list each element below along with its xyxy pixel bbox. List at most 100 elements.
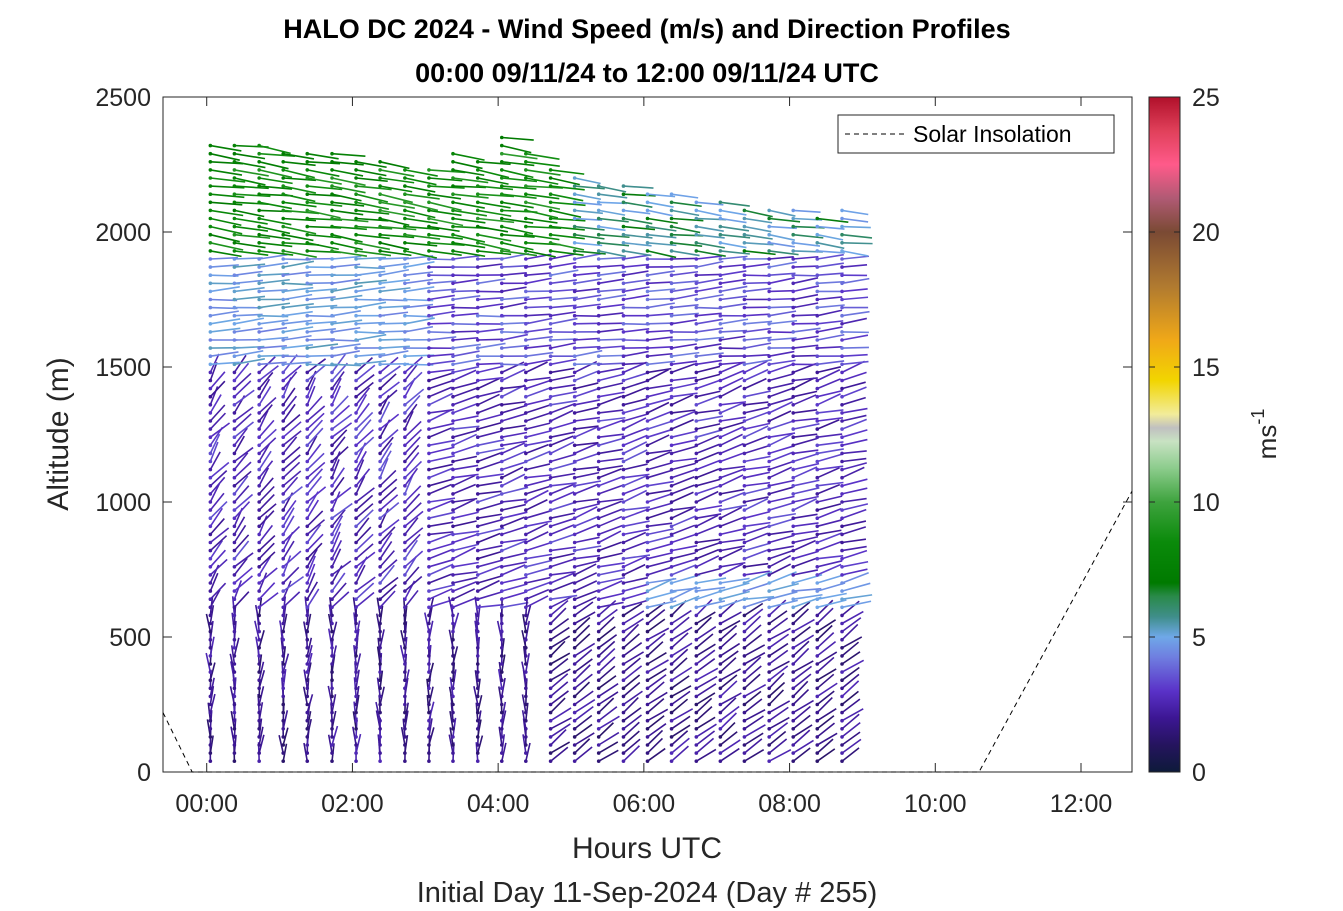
- wind-barb-point: [208, 427, 213, 431]
- wind-barb: [671, 351, 700, 357]
- wind-barb-point: [840, 370, 844, 375]
- wind-barb-point: [427, 759, 431, 763]
- wind-barb: [671, 587, 701, 592]
- wind-barb-point: [451, 467, 455, 472]
- wind-barb: [793, 327, 821, 333]
- wind-barb: [744, 390, 771, 398]
- wind-barb-point: [572, 435, 577, 440]
- wind-barb-point: [354, 702, 358, 707]
- wind-barb: [816, 656, 835, 673]
- wind-barb: [647, 559, 673, 568]
- wind-barb-point: [621, 200, 626, 205]
- wind-barb: [258, 661, 265, 681]
- wind-barb-point: [232, 208, 237, 213]
- wind-barb-point: [669, 743, 674, 747]
- wind-barb: [477, 328, 504, 333]
- wind-barb-point: [767, 516, 771, 520]
- wind-barb-point: [815, 232, 820, 237]
- wind-barb: [229, 653, 236, 673]
- wind-barb: [792, 747, 811, 762]
- wind-barb: [258, 734, 265, 754]
- wind-barb: [550, 572, 575, 584]
- wind-barb-point: [718, 727, 723, 731]
- wind-barb-point: [257, 249, 261, 253]
- wind-barb: [841, 708, 864, 722]
- wind-barb: [598, 185, 627, 193]
- wind-barb: [574, 601, 594, 617]
- wind-barb: [744, 445, 769, 455]
- wind-barb: [259, 262, 289, 268]
- wind-barb-point: [645, 621, 650, 626]
- wind-barb-point: [742, 727, 747, 731]
- wind-barb-point: [330, 735, 334, 739]
- wind-barb-point: [694, 378, 699, 383]
- wind-barb: [647, 542, 673, 552]
- wind-barb-point: [354, 257, 358, 261]
- wind-barb: [671, 685, 692, 698]
- wind-barb: [258, 450, 272, 471]
- wind-barb: [307, 320, 337, 325]
- wind-barb-point: [403, 484, 407, 488]
- wind-barb: [696, 538, 721, 544]
- wind-barb: [817, 253, 844, 260]
- wind-barb-point: [427, 232, 431, 237]
- wind-barb-point: [403, 265, 407, 269]
- wind-barb-point: [451, 200, 455, 205]
- wind-barb-point: [815, 362, 820, 367]
- wind-barb-point: [208, 678, 213, 682]
- wind-barb-point: [548, 403, 553, 407]
- wind-barb: [258, 410, 269, 430]
- wind-barb-point: [305, 751, 310, 755]
- wind-barb-point: [208, 265, 213, 269]
- wind-barb: [841, 334, 869, 341]
- wind-barb: [671, 225, 701, 234]
- wind-barb-point: [499, 403, 504, 407]
- wind-barb-point: [548, 565, 553, 569]
- wind-barb: [768, 517, 796, 528]
- wind-barb-point: [548, 338, 553, 342]
- wind-barb: [521, 694, 527, 713]
- wind-barb: [448, 686, 454, 705]
- wind-barb-point: [572, 386, 577, 391]
- wind-barb: [522, 734, 527, 754]
- wind-barb: [574, 452, 601, 463]
- wind-barb: [501, 576, 528, 584]
- wind-barb: [210, 144, 242, 152]
- wind-barb: [769, 359, 796, 366]
- wind-barb-point: [330, 629, 334, 634]
- wind-barb: [841, 497, 867, 503]
- wind-barb-point: [281, 411, 286, 415]
- wind-barb: [258, 510, 275, 527]
- wind-barb-point: [767, 378, 771, 383]
- wind-barb: [841, 296, 869, 301]
- wind-barb-point: [572, 629, 577, 634]
- wind-barb: [743, 690, 762, 706]
- wind-barb-point: [330, 524, 334, 529]
- wind-barb-point: [403, 548, 407, 553]
- wind-barb-point: [305, 297, 310, 302]
- wind-barb: [719, 657, 737, 673]
- wind-barb: [331, 621, 338, 640]
- wind-barb-point: [281, 597, 286, 601]
- wind-barb-point: [354, 160, 358, 164]
- wind-barb-point: [548, 386, 553, 391]
- wind-barb-point: [305, 160, 310, 164]
- wind-barb-point: [378, 176, 382, 180]
- wind-barb-point: [548, 500, 553, 504]
- wind-barb: [283, 271, 312, 276]
- wind-barb-point: [572, 710, 577, 715]
- wind-barb-point: [596, 192, 601, 196]
- wind-barb: [379, 686, 385, 705]
- wind-barb-point: [572, 313, 577, 318]
- wind-barb: [720, 285, 748, 293]
- wind-barb-point: [451, 459, 455, 464]
- wind-barb: [817, 280, 845, 285]
- wind-barb: [306, 435, 318, 454]
- wind-barb: [428, 408, 455, 414]
- wind-barb-point: [354, 654, 358, 658]
- wind-barb: [355, 193, 389, 203]
- wind-barb: [841, 353, 868, 357]
- wind-barb: [841, 572, 869, 584]
- wind-barb-point: [378, 265, 382, 269]
- wind-barb: [306, 475, 323, 495]
